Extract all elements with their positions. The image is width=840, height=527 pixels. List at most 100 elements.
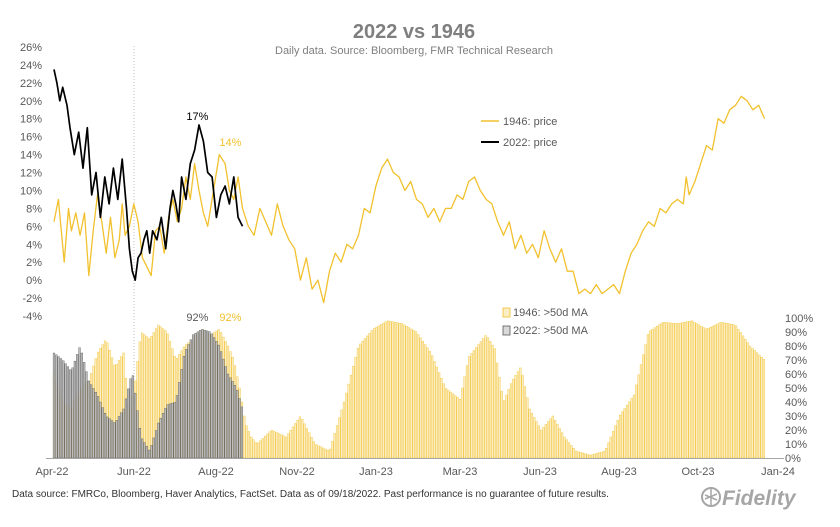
bar-1946-ma [145,336,148,459]
bar-1946-ma [651,329,654,459]
annotation-ma-peak: 92% [219,312,241,324]
bar-1946-ma [718,322,721,459]
bar-1946-ma [642,354,645,459]
y-tick-price: -4% [22,311,42,323]
bar-1946-ma [660,322,663,459]
bar-1946-ma [709,327,712,459]
bar-1946-ma [498,376,501,459]
bar-1946-ma [723,322,726,459]
bar-1946-ma [523,386,527,459]
bar-1946-ma [711,325,714,459]
bar-2022-ma [90,384,93,459]
bar-1946-ma [762,359,766,459]
bar-1946-ma [319,446,322,459]
bar-2022-ma [143,442,146,459]
bar-2022-ma [226,373,230,459]
bar-1946-ma [366,335,369,459]
x-tick: Nov-22 [279,466,314,478]
bar-2022-ma [73,360,76,459]
bar-1946-ma [310,437,313,459]
bar-1946-ma [558,428,561,459]
bar-1946-ma [305,428,308,459]
x-tick: Jan-24 [761,466,795,478]
bar-1946-ma [688,321,691,459]
bar-2022-ma [124,398,128,459]
bar-1946-ma [380,324,383,459]
bar-1946-ma [686,321,689,459]
bar-1946-ma [338,417,341,459]
bar-1946-ma [328,448,332,459]
bar-1946-ma [143,334,146,459]
bar-1946-ma [296,420,299,459]
bar-2022-ma [201,329,204,459]
bar-2022-ma [113,422,116,459]
bar-1946-ma [755,352,759,459]
bar-1946-ma [753,350,756,459]
bar-1946-ma [695,323,698,459]
legend-label-1946-price: 1946: price [503,116,557,128]
bar-1946-ma [349,374,353,459]
bar-1946-ma [739,332,742,459]
bar-1946-ma [308,432,311,459]
legend-swatch-2022-ma [502,325,511,336]
bar-1946-ma [625,404,629,459]
bar-2022-ma [152,437,155,459]
bar-1946-ma [540,429,543,459]
bar-1946-ma [565,439,568,459]
bar-1946-ma [373,328,376,459]
bar-1946-ma [301,419,304,459]
y-tick-ma: 80% [785,341,807,353]
bar-2022-ma [150,445,153,459]
bar-1946-ma [475,347,478,459]
bar-1946-ma [683,321,687,459]
bar-1946-ma [428,351,431,459]
bar-1946-ma [725,323,728,459]
bar-1946-ma [386,320,390,459]
y-tick-price: 0% [26,275,42,287]
bar-1946-ma [410,328,413,459]
y-tick-price: 24% [20,60,42,72]
bar-2022-ma [117,416,121,459]
bar-1946-ma [697,324,701,459]
bar-1946-ma [417,334,420,459]
bar-1946-ma [465,365,469,459]
bar-1946-ma [280,434,283,459]
bar-1946-ma [254,442,257,459]
bar-1946-ma [247,431,250,459]
bar-1946-ma [393,322,397,459]
line-1946-price [53,95,766,304]
bar-2022-ma [92,388,95,459]
bar-1946-ma [690,320,694,459]
y-tick-ma: 0% [785,453,801,465]
bar-1946-ma [672,323,675,459]
bar-1946-ma [426,347,429,459]
bar-1946-ma [704,328,708,459]
legend-ma: 1946: >50d MA 2022: >50d MA [502,307,589,337]
bar-1946-ma [588,454,592,459]
bar-2022-ma [96,396,100,459]
bar-1946-ma [748,345,752,459]
bar-2022-ma [115,420,118,459]
bar-2022-ma [229,377,232,459]
bar-1946-ma [567,442,571,459]
y-tick-price: 12% [20,168,42,180]
bar-1946-ma [345,392,348,459]
bar-2022-ma [199,330,202,459]
bar-1946-ma [530,413,534,459]
bar-2022-ma [127,388,130,459]
bar-1946-ma [602,451,605,459]
bar-1946-ma [751,348,754,459]
bar-1946-ma [600,451,603,459]
bar-2022-ma [62,360,65,459]
bar-1946-ma [630,398,633,459]
bar-1946-ma [447,390,450,459]
legend-label-2022-ma: 2022: >50d MA [513,325,589,337]
bar-2022-ma [238,398,241,459]
bar-1946-ma [270,430,274,459]
bar-1946-ma [746,342,749,459]
bar-2022-ma [173,402,176,459]
bar-1946-ma [243,415,246,459]
bar-1946-ma [333,433,336,459]
bar-2022-ma [210,333,213,459]
